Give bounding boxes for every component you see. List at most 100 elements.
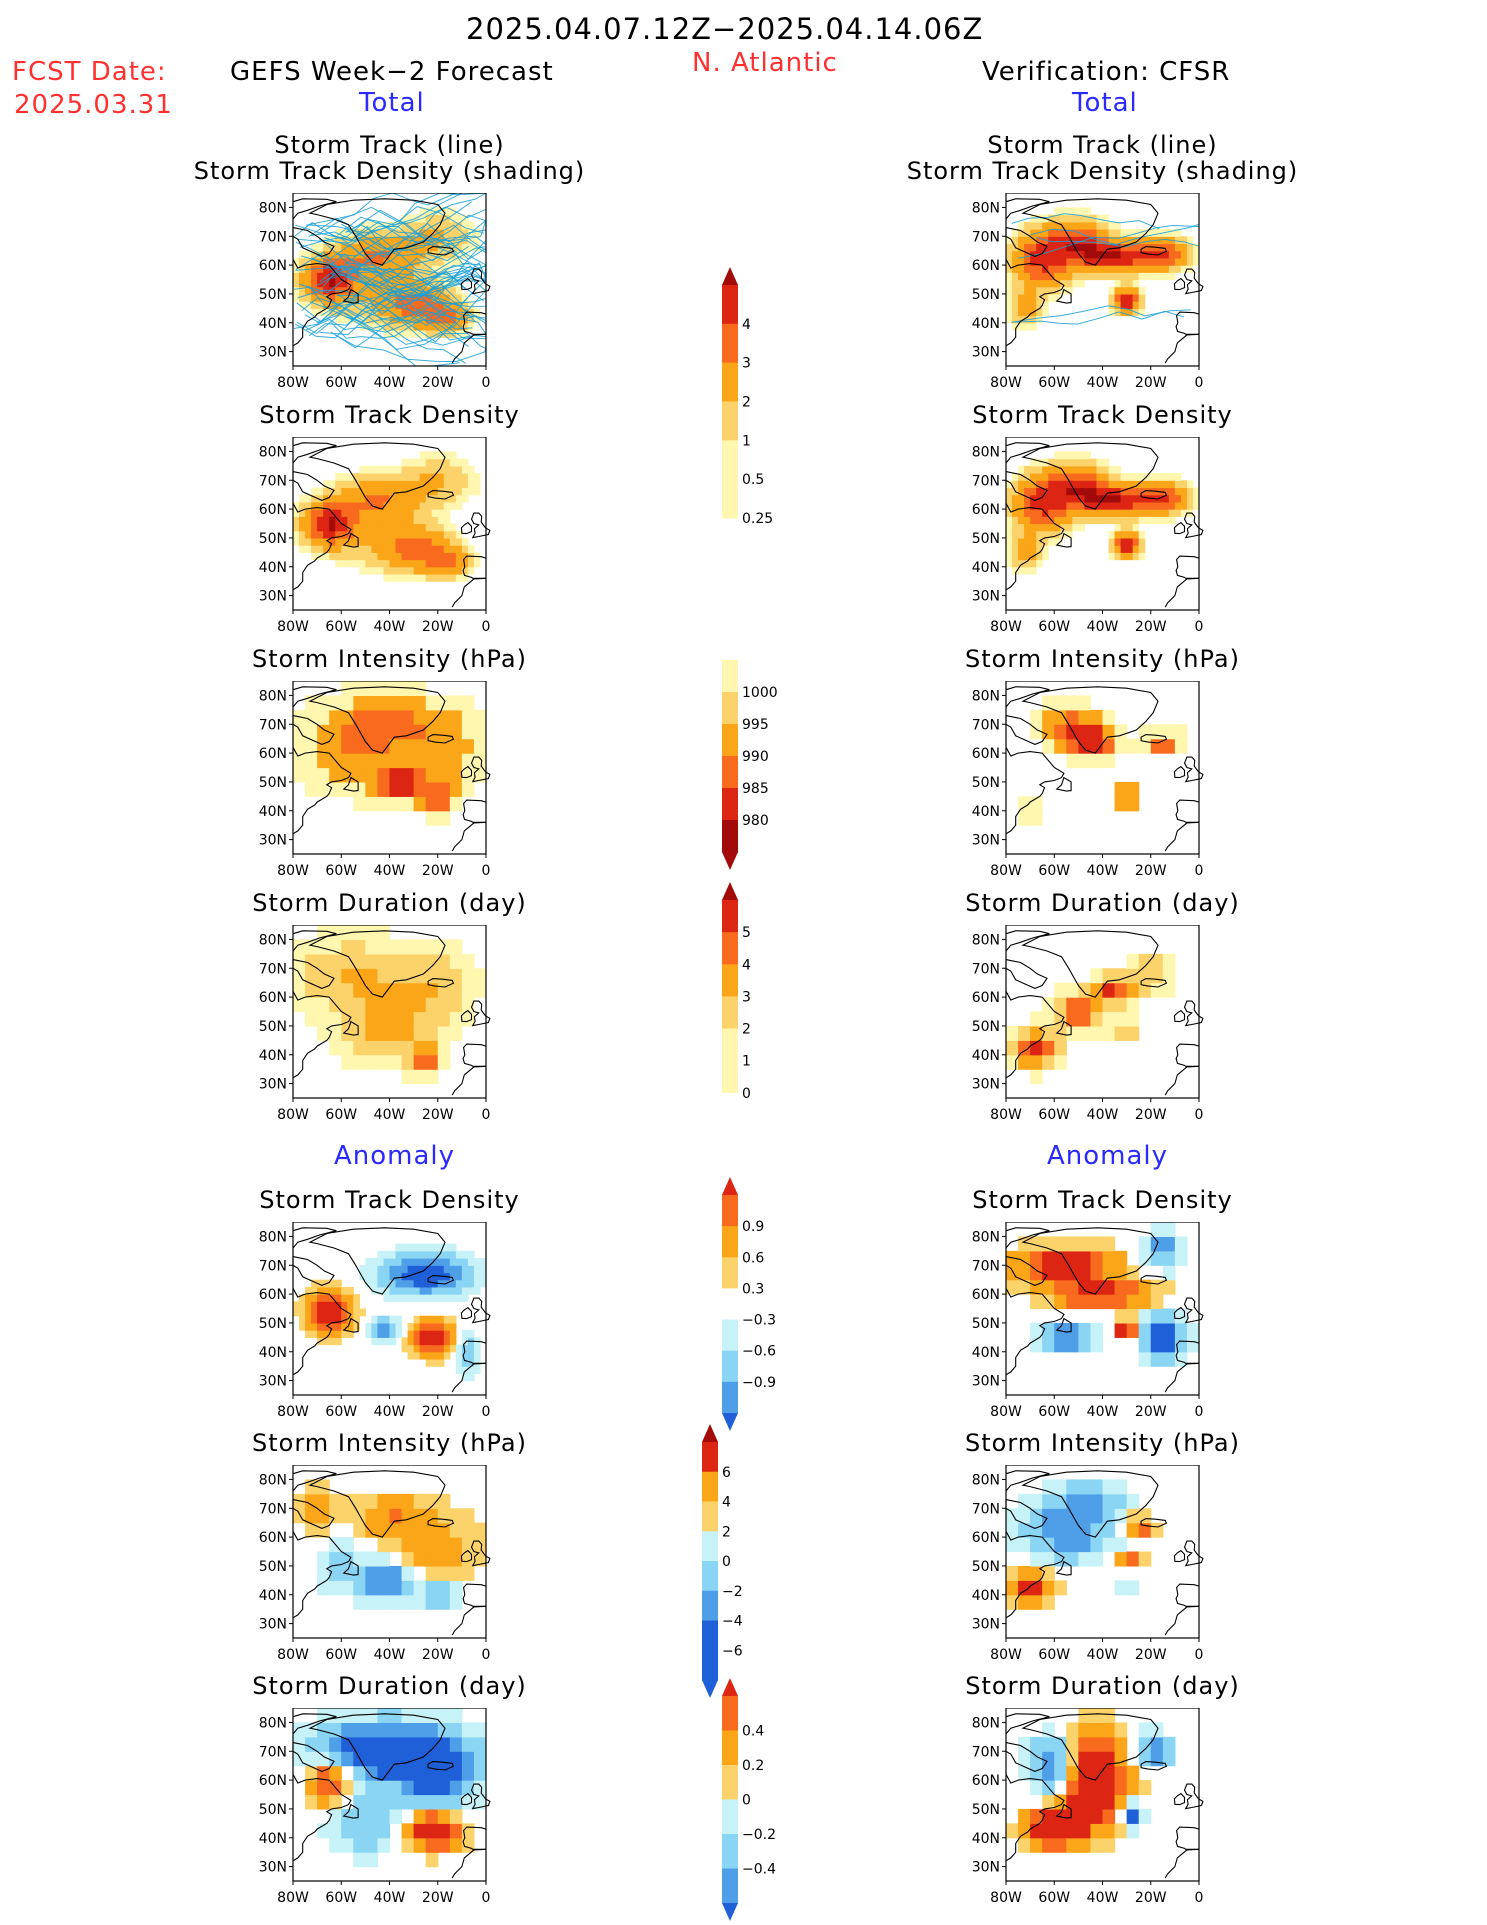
field-cell bbox=[359, 250, 366, 259]
field-cell bbox=[455, 229, 463, 237]
colorbar-segment bbox=[722, 1381, 738, 1414]
field-cell bbox=[437, 480, 445, 489]
field-cell bbox=[449, 709, 463, 725]
field-cell bbox=[1024, 286, 1031, 295]
field-cell bbox=[353, 301, 360, 309]
field-cell bbox=[407, 214, 415, 223]
field-cell bbox=[1114, 1265, 1128, 1281]
field-cell bbox=[1102, 1294, 1116, 1310]
field-cell bbox=[359, 286, 366, 295]
field-cell bbox=[323, 1308, 330, 1317]
coastline bbox=[427, 246, 455, 256]
field-cell bbox=[341, 487, 348, 496]
field-cell bbox=[437, 1054, 451, 1070]
field-cell bbox=[1114, 530, 1122, 539]
field-cell bbox=[473, 480, 481, 489]
field-cell bbox=[1054, 473, 1061, 481]
field-cell bbox=[443, 272, 451, 281]
lat-tick-label: 80N bbox=[972, 688, 1000, 704]
field-cell bbox=[437, 753, 451, 769]
field-cell bbox=[377, 1279, 385, 1288]
field-cell bbox=[1036, 236, 1043, 245]
coastline bbox=[460, 1306, 473, 1320]
field-cell bbox=[413, 494, 421, 503]
field-cell bbox=[395, 545, 403, 553]
field-cell bbox=[353, 516, 360, 525]
field-cell bbox=[365, 286, 373, 295]
field-cell bbox=[1126, 509, 1134, 517]
field-cell bbox=[443, 221, 451, 230]
field-cell bbox=[455, 293, 463, 302]
field-cell bbox=[389, 1040, 403, 1056]
field-cell bbox=[389, 1580, 403, 1596]
field-cell bbox=[1102, 501, 1110, 510]
field-cell bbox=[383, 530, 391, 539]
field-cell bbox=[437, 207, 445, 216]
colorbar-segment bbox=[722, 362, 738, 402]
field-cell bbox=[317, 523, 324, 532]
lat-tick-label: 30N bbox=[972, 1374, 1000, 1390]
field-cell bbox=[389, 1250, 397, 1259]
field-cell bbox=[461, 229, 469, 237]
field-cell bbox=[419, 293, 427, 302]
field-cell bbox=[437, 473, 445, 481]
field-cell bbox=[1012, 480, 1019, 489]
field-cell bbox=[1150, 1250, 1164, 1266]
field-cell bbox=[1006, 509, 1013, 517]
field-cell bbox=[1042, 523, 1049, 532]
field-cell bbox=[419, 1279, 427, 1288]
field-cell bbox=[1114, 1794, 1128, 1810]
field-cell bbox=[305, 494, 312, 503]
field-cell bbox=[413, 939, 427, 955]
lat-tick-label: 70N bbox=[259, 961, 287, 977]
field-cell bbox=[1126, 293, 1134, 302]
field-cell bbox=[395, 308, 403, 317]
colorbar-label: 2 bbox=[722, 1524, 731, 1540]
field-cell bbox=[383, 1337, 391, 1346]
storm-track-line bbox=[336, 272, 487, 309]
field-cell bbox=[377, 1780, 391, 1796]
field-cell bbox=[1066, 1479, 1079, 1495]
field-cell bbox=[377, 681, 391, 697]
field-cell bbox=[353, 953, 366, 969]
field-cell bbox=[1084, 509, 1092, 517]
field-cell bbox=[1042, 738, 1055, 754]
field-cell bbox=[1048, 480, 1055, 489]
field-cell bbox=[1054, 1040, 1067, 1056]
field-cell bbox=[455, 1258, 463, 1266]
coastline bbox=[460, 1009, 473, 1023]
field-cell bbox=[425, 221, 433, 230]
field-cell bbox=[395, 1330, 403, 1338]
field-cell bbox=[425, 781, 439, 797]
lon-tick-label: 40W bbox=[1087, 1890, 1119, 1906]
field-cell bbox=[1042, 501, 1049, 510]
field-cell bbox=[419, 509, 427, 517]
field-cell bbox=[323, 501, 330, 510]
lat-tick-label: 30N bbox=[259, 833, 287, 849]
field-cell bbox=[1168, 243, 1176, 252]
field-cell bbox=[1030, 272, 1037, 281]
lat-tick-label: 50N bbox=[259, 1316, 287, 1332]
field-cell bbox=[317, 968, 330, 984]
field-cell bbox=[431, 286, 439, 295]
field-cell bbox=[1102, 1823, 1116, 1839]
field-cell bbox=[365, 781, 379, 797]
field-cell bbox=[401, 465, 409, 474]
field-cell bbox=[365, 480, 373, 489]
field-cell bbox=[371, 257, 379, 266]
field-cell bbox=[473, 1765, 487, 1781]
field-cell bbox=[449, 1025, 463, 1041]
field-cell bbox=[1078, 250, 1086, 259]
coastline bbox=[1140, 246, 1168, 256]
field-cell bbox=[1132, 494, 1140, 503]
lon-tick-label: 60W bbox=[1038, 1404, 1070, 1420]
field-cell bbox=[1180, 265, 1188, 273]
field-cell bbox=[1030, 530, 1037, 539]
field-cell bbox=[401, 796, 415, 812]
field-cell bbox=[341, 1580, 354, 1596]
field-cell bbox=[317, 1736, 330, 1752]
storm-track-line bbox=[1014, 310, 1184, 325]
field-cell bbox=[1126, 494, 1134, 503]
field-cell bbox=[1042, 1025, 1055, 1041]
field-cell bbox=[1024, 509, 1031, 517]
